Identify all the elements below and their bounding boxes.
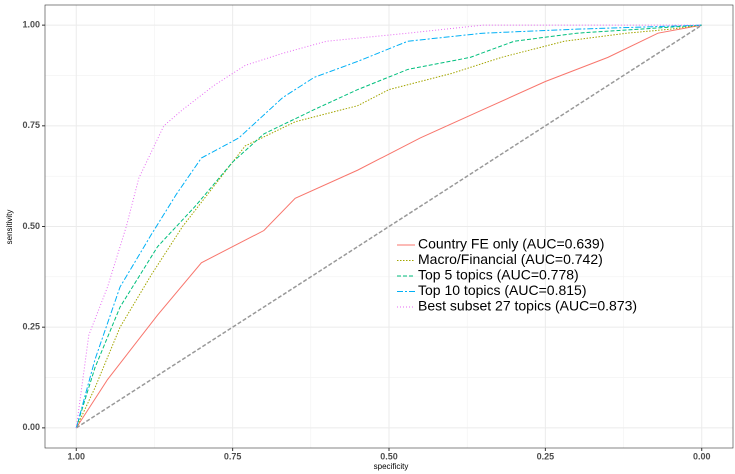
x-tick-label: 1.00 — [68, 451, 86, 461]
y-tick-label: 0.25 — [22, 322, 40, 332]
roc-curve — [75, 24, 702, 428]
reference-diagonal — [75, 24, 703, 429]
roc-curve — [75, 24, 702, 429]
legend-label: Top 5 topics (AUC=0.778) — [418, 267, 579, 283]
y-tick-label: 0.50 — [22, 221, 40, 231]
panel-border — [44, 4, 734, 449]
y-tick-label: 1.00 — [22, 20, 40, 30]
roc-curve — [75, 24, 702, 429]
legend: Country FE only (AUC=0.639)Macro/Financi… — [397, 236, 637, 314]
legend-label: Top 10 topics (AUC=0.815) — [418, 282, 586, 298]
x-tick-label: 0.00 — [693, 451, 711, 461]
legend-label: Best subset 27 topics (AUC=0.873) — [418, 298, 637, 314]
legend-label: Macro/Financial (AUC=0.742) — [418, 251, 603, 267]
roc-curve — [75, 24, 702, 429]
y-axis-title: sensitivity — [5, 210, 14, 245]
x-tick-label: 0.75 — [224, 451, 242, 461]
x-axis-title: specificity — [374, 462, 409, 471]
y-tick-label: 0.00 — [22, 422, 40, 432]
roc-curve — [75, 24, 702, 428]
legend-label: Country FE only (AUC=0.639) — [418, 236, 604, 252]
x-tick-label: 0.50 — [380, 451, 398, 461]
y-tick-label: 0.75 — [22, 120, 40, 130]
x-tick-label: 0.25 — [537, 451, 555, 461]
